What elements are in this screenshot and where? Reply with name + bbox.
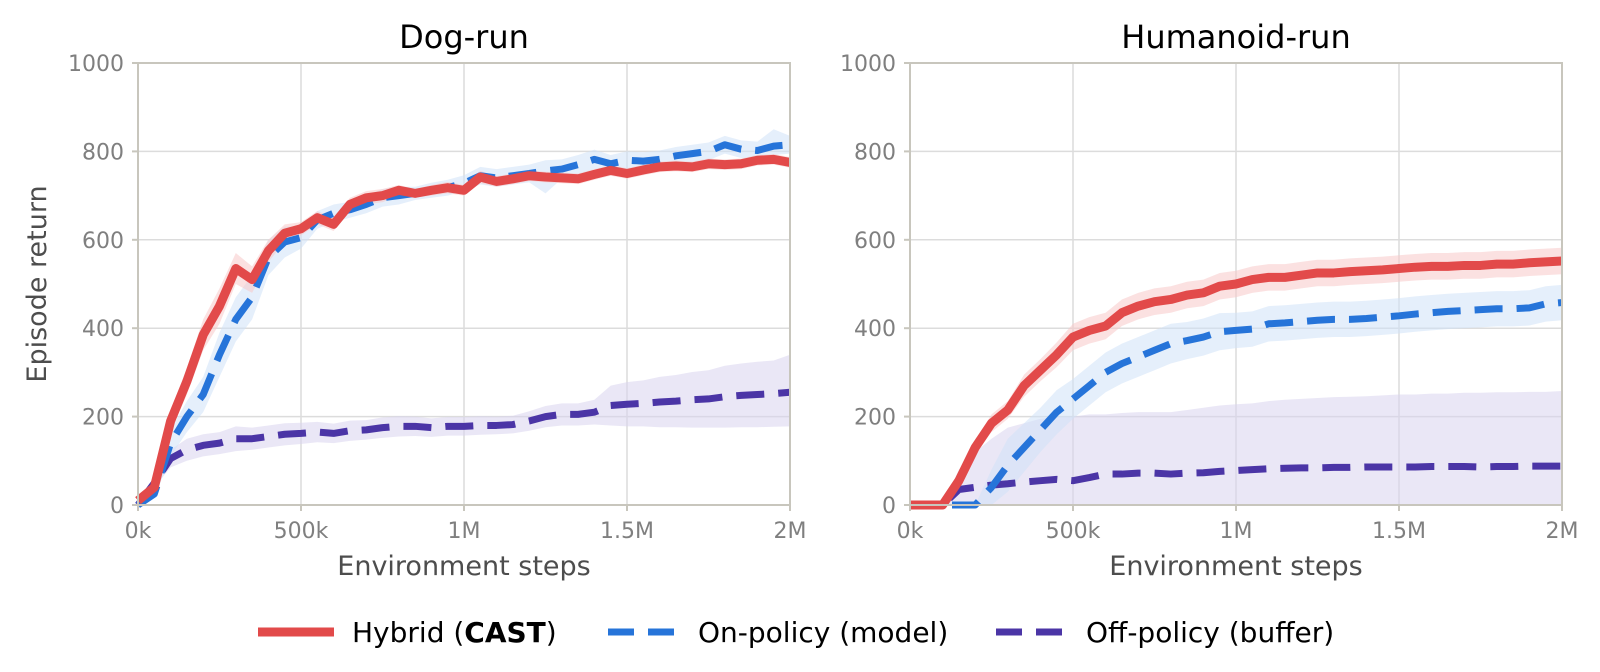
legend-label-prefix: On-policy (model) <box>698 616 948 649</box>
y-tick-label: 0 <box>110 494 124 519</box>
y-tick-label: 200 <box>854 406 896 431</box>
x-tick-label: 500k <box>274 519 329 544</box>
x-tick-label: 2M <box>1546 519 1579 544</box>
legend-label-3: Off-policy (buffer) <box>1086 616 1334 649</box>
legend-label-suffix: ) <box>546 616 557 649</box>
x-tick-label: 1M <box>448 519 481 544</box>
y-tick-label: 200 <box>82 406 124 431</box>
series-line-1 <box>910 256 1563 510</box>
y-tick-label: 600 <box>854 229 896 254</box>
x-tick-label: 1.5M <box>1372 519 1426 544</box>
y-tick-label: 1000 <box>840 52 896 77</box>
series-line-2 <box>136 141 791 508</box>
series-line-1 <box>135 154 791 505</box>
x-tick-label: 0k <box>897 519 924 544</box>
y-axis-title: Episode return <box>22 185 53 382</box>
x-axis-title: Environment steps <box>337 551 590 582</box>
panel-title: Humanoid-run <box>1121 18 1350 56</box>
legend-label-2: On-policy (model) <box>698 616 948 649</box>
panel-1: 0k 500k 1M 1.5M 2M 0 200 400 600 800 1000 Dog-run En… <box>68 18 806 582</box>
panel-2: 0k 500k 1M 1.5M 2M 0 200 400 600 800 1000 Humanoid-… <box>840 18 1578 582</box>
legend-label-prefix: Off-policy (buffer) <box>1086 616 1334 649</box>
y-tick-label: 600 <box>82 229 124 254</box>
x-tick-label: 2M <box>774 519 807 544</box>
x-tick-label: 1.5M <box>600 519 654 544</box>
panel-title: Dog-run <box>399 18 529 56</box>
series-line-3 <box>135 388 791 508</box>
y-tick-label: 0 <box>882 494 896 519</box>
series-line-2 <box>910 299 1563 509</box>
y-tick-label: 800 <box>82 140 124 165</box>
legend-label-prefix: Hybrid ( <box>352 616 464 649</box>
y-tick-label: 800 <box>854 140 896 165</box>
confidence-band-series-3 <box>138 354 790 505</box>
confidence-band-series-3 <box>910 390 1562 505</box>
x-tick-label: 1M <box>1220 519 1253 544</box>
y-tick-label: 1000 <box>68 52 124 77</box>
x-tick-label: 500k <box>1046 519 1101 544</box>
legend-label-bold: CAST <box>464 616 545 649</box>
legend: Hybrid (CAST) On-policy (model) Off-policy… <box>258 616 1334 649</box>
legend-label-1: Hybrid (CAST) <box>352 616 557 649</box>
x-axis-title: Environment steps <box>1109 551 1362 582</box>
y-tick-label: 400 <box>82 317 124 342</box>
series-line-3 <box>910 462 1562 509</box>
x-tick-label: 0k <box>125 519 152 544</box>
y-tick-label: 400 <box>854 317 896 342</box>
